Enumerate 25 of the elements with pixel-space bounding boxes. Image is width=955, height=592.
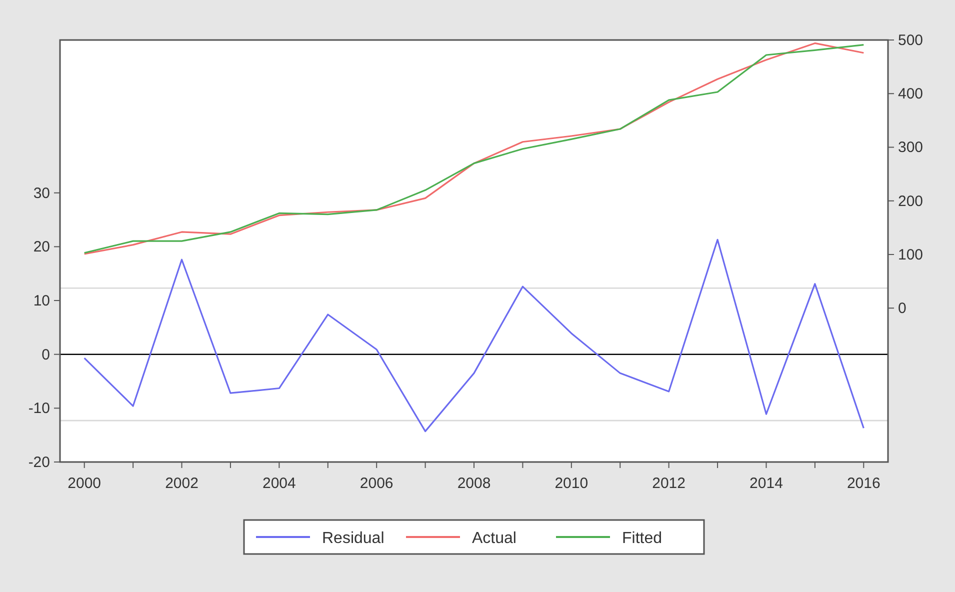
x-tick-label: 2012 (652, 475, 686, 492)
x-tick-label: 2000 (68, 475, 102, 492)
y2-tick-label: 0 (898, 300, 906, 318)
x-tick-label: 2004 (262, 475, 296, 492)
y2-tick-label: 200 (898, 192, 924, 210)
y-tick-label: 30 (33, 184, 50, 202)
y2-tick-label: 300 (898, 139, 924, 156)
y-tick-label: 0 (42, 346, 50, 364)
legend-label: Residual (322, 530, 384, 547)
y2-tick-label: 100 (898, 246, 924, 264)
x-tick-label: 2006 (360, 475, 394, 492)
x-tick-label: 2014 (750, 475, 783, 492)
x-tick-label: 2008 (457, 475, 491, 492)
x-tick-label: 2002 (165, 475, 198, 492)
x-tick-label: 2010 (554, 475, 588, 492)
y-tick-label: 10 (33, 292, 50, 310)
y-tick-label: -10 (28, 400, 50, 418)
legend-label: Fitted (622, 530, 662, 547)
y-tick-label: -20 (28, 454, 50, 471)
legend-label: Actual (472, 530, 516, 547)
y-tick-label: 20 (33, 238, 50, 256)
line-series (84, 238, 864, 432)
y2-tick-label: 500 (898, 32, 924, 49)
y2-tick-label: 400 (898, 86, 924, 103)
x-tick-label: 2016 (846, 475, 880, 492)
